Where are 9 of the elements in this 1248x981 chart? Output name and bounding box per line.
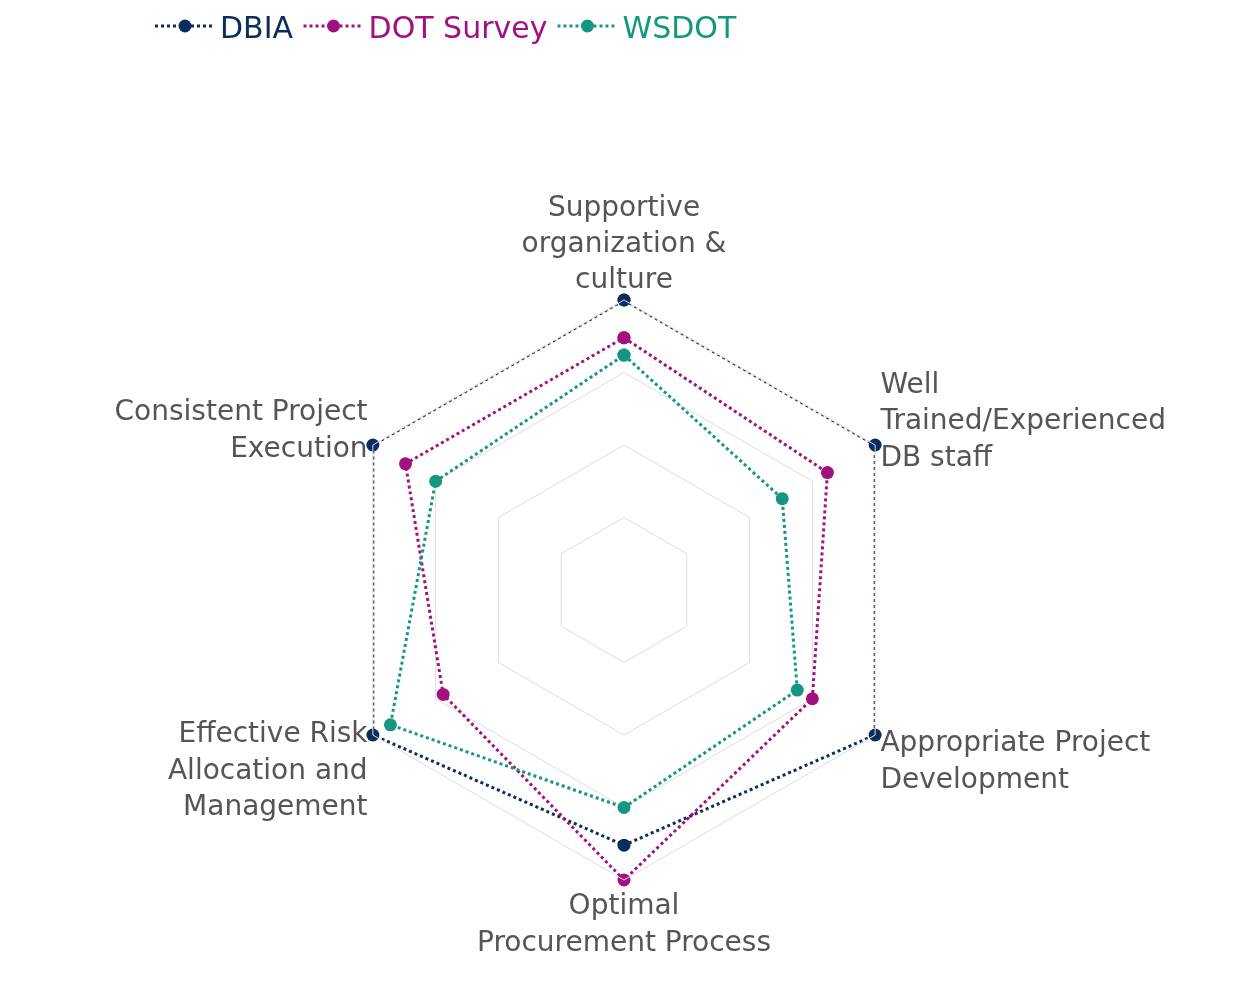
legend-label: DBIA xyxy=(220,9,294,45)
legend-label: WSDOT xyxy=(622,9,737,45)
spoke-label: Appropriate Project Development xyxy=(880,725,1151,795)
legend-label: DOT Survey xyxy=(368,9,548,45)
spoke-label: Effective Risk Allocation and Management xyxy=(167,716,369,823)
spoke-label: Supportive organization & culture xyxy=(521,189,727,296)
spoke-label: Consistent Project Execution xyxy=(114,394,368,464)
spoke-label: Well Trained/Experienced DB staff xyxy=(879,367,1166,473)
spoke-label: Optimal Procurement Process xyxy=(476,888,772,958)
